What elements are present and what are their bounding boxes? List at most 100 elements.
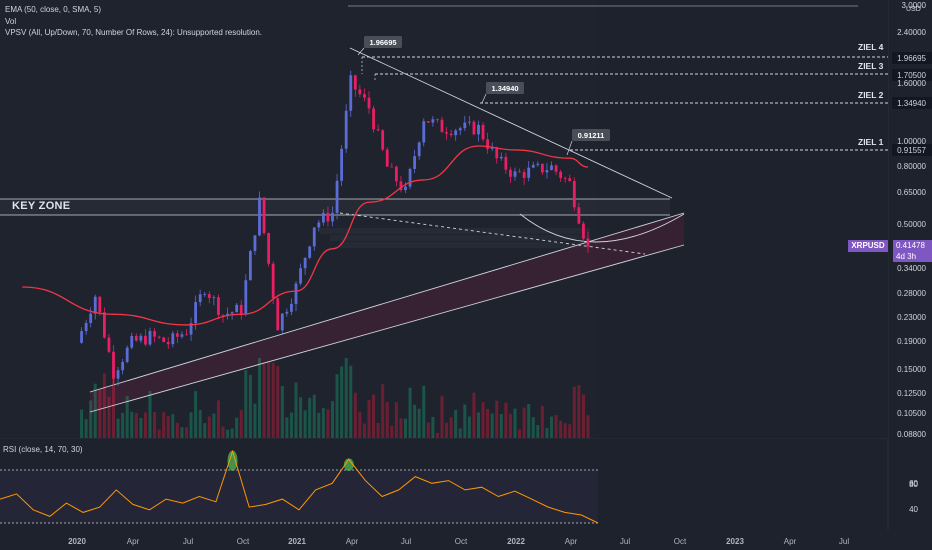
x-tick-label: 2022 <box>507 537 525 546</box>
candle-body <box>527 167 531 178</box>
candle-body <box>495 147 499 159</box>
channel-lower-line[interactable] <box>89 244 685 413</box>
candle-body <box>426 121 430 123</box>
ema-legend[interactable]: EMA (50, close, 0, SMA, 5) <box>5 5 102 14</box>
candle-body <box>550 165 553 171</box>
candle-body <box>198 294 202 303</box>
rsi-pane[interactable] <box>0 438 888 530</box>
candle-body <box>367 97 371 109</box>
volume-bar <box>148 390 152 438</box>
candle-body <box>394 166 398 182</box>
volume-bar <box>440 395 444 438</box>
volume-bar <box>299 397 303 438</box>
volume-bar <box>312 394 316 438</box>
x-tick-label: Apr <box>565 537 578 546</box>
volume-bar <box>198 410 202 438</box>
channel-upper-line[interactable] <box>89 212 685 393</box>
volume-bar <box>477 412 480 438</box>
ziel-3-label: ZIEL 3 <box>858 61 884 71</box>
candle-body <box>376 129 380 131</box>
y-tick-label: 0.28000 <box>897 289 926 298</box>
volume-bar <box>98 389 102 438</box>
volume-bar <box>381 384 385 438</box>
volume-bar <box>153 412 157 438</box>
volume-bar <box>121 412 125 438</box>
candle-body <box>130 335 134 348</box>
x-tick-label: Oct <box>674 537 687 546</box>
candle-body <box>139 335 143 341</box>
rsi-band-fill <box>0 470 598 523</box>
candle-body <box>134 335 138 341</box>
volume-bar <box>221 426 225 438</box>
key-zone-band <box>0 199 670 215</box>
y-tick-label: 0.15000 <box>897 365 926 374</box>
cup-curve[interactable] <box>519 213 685 243</box>
volume-bar <box>171 414 175 438</box>
y-tick-label: 0.65000 <box>897 188 926 197</box>
volume-bar <box>358 411 362 438</box>
volume-bar <box>513 408 517 438</box>
volume-bar <box>417 408 421 438</box>
y-tick-label: 1.70500 <box>897 71 926 80</box>
volume-bar <box>372 394 376 438</box>
volume-bar <box>536 425 540 438</box>
candle-body <box>84 322 88 332</box>
candle-body <box>472 121 476 135</box>
candle-body <box>518 171 521 173</box>
x-tick-label: 2020 <box>68 537 86 546</box>
volume-bar <box>495 400 499 438</box>
volume-bar <box>216 400 220 438</box>
candle-body <box>431 119 435 123</box>
history-area <box>0 0 598 438</box>
ema-line <box>22 145 589 326</box>
ziel-2-label: ZIEL 2 <box>858 90 884 100</box>
volume-bar <box>449 417 453 438</box>
volume-bar <box>577 385 581 438</box>
callout-0-91211: 0.91211 <box>566 129 610 156</box>
candle-body <box>271 263 275 299</box>
candle-body <box>166 342 170 345</box>
candle-body <box>477 124 480 135</box>
candle-body <box>235 304 239 313</box>
candle-body <box>499 156 503 159</box>
candle-body <box>513 171 517 177</box>
candle-body <box>563 178 567 179</box>
candle-body <box>572 181 576 208</box>
volume-bar <box>125 395 129 438</box>
volume-bar <box>499 413 503 438</box>
volume-bar <box>271 362 275 438</box>
vpsv-legend[interactable]: VPSV (All, Up/Down, 70, Number Of Rows, … <box>5 28 262 37</box>
candle-body <box>239 304 243 315</box>
vol-legend[interactable]: Vol <box>5 17 17 26</box>
candle-body <box>280 313 284 331</box>
candle-body <box>577 207 581 224</box>
candle-body <box>449 133 453 136</box>
candle-body <box>349 75 353 111</box>
volume-bar <box>253 403 257 438</box>
candle-body <box>212 297 216 299</box>
candle-body <box>116 370 120 379</box>
candle-body <box>481 124 485 140</box>
volume-bar <box>554 415 558 438</box>
y-tick-label: 3.0000 <box>902 1 927 10</box>
candle-body <box>248 250 252 281</box>
callout-1-34940: 1.34940 <box>481 82 524 104</box>
volume-bar <box>226 429 230 438</box>
volume-bar <box>422 385 426 438</box>
price-y-axis: 3.0000 2.40000 1.96695 1.70500 1.60000 1… <box>892 1 932 439</box>
volume-bar <box>349 365 353 438</box>
rsi-tick: 40 <box>909 505 918 514</box>
candle-body <box>230 312 234 314</box>
descending-trendline[interactable] <box>349 47 673 199</box>
key-zone-label: KEY ZONE <box>12 200 71 212</box>
candle-body <box>102 312 106 338</box>
rsi-overbought-fill <box>343 458 354 472</box>
candle-body <box>509 169 512 177</box>
volume-bar <box>568 424 572 438</box>
volume-bar <box>112 367 115 438</box>
candle-body <box>253 235 257 251</box>
candle-body <box>582 223 585 239</box>
level-box <box>892 52 932 64</box>
candle-body <box>194 302 198 324</box>
